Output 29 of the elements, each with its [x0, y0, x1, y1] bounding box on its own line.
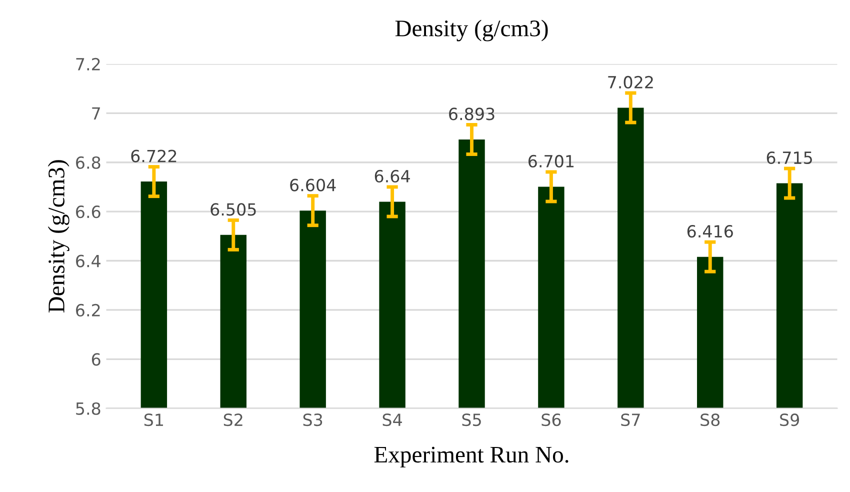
x-tick-label: S3: [303, 414, 322, 426]
y-tick-label: 6: [92, 353, 100, 366]
data-label: 6.722: [131, 150, 176, 162]
data-label: 6.715: [766, 151, 812, 164]
x-tick-label: S2: [224, 414, 242, 426]
x-tick-label: S7: [621, 414, 640, 426]
x-tick-label: S8: [700, 414, 720, 426]
data-label: 6.505: [210, 203, 256, 216]
y-tick-label: 7: [92, 107, 100, 120]
x-axis-title: Experiment Run No.: [374, 446, 568, 468]
x-tick-label: S9: [780, 414, 799, 426]
y-axis-title: Density (g/cm3): [48, 160, 70, 313]
y-tick-label: 6.4: [76, 254, 100, 268]
data-label: 6.64: [374, 170, 410, 182]
data-label: 6.701: [528, 154, 574, 168]
data-label: 6.604: [290, 178, 336, 192]
y-tick-label: 6.8: [76, 156, 100, 169]
y-tick-label: 6.2: [76, 304, 100, 317]
y-tick-label: 5.8: [76, 402, 100, 415]
x-tick-label: S1: [144, 414, 163, 426]
x-tick-label: S6: [542, 414, 561, 426]
y-tick-label: 7.2: [76, 58, 100, 70]
x-tick-label: S5: [462, 414, 481, 426]
y-tick-label: 6.6: [76, 206, 100, 218]
data-label: 7.022: [608, 76, 653, 89]
data-label: 6.416: [687, 225, 733, 238]
x-tick-label: S4: [382, 414, 402, 426]
data-label: 6.893: [449, 108, 494, 120]
chart-title: Density (g/cm3): [395, 20, 548, 42]
